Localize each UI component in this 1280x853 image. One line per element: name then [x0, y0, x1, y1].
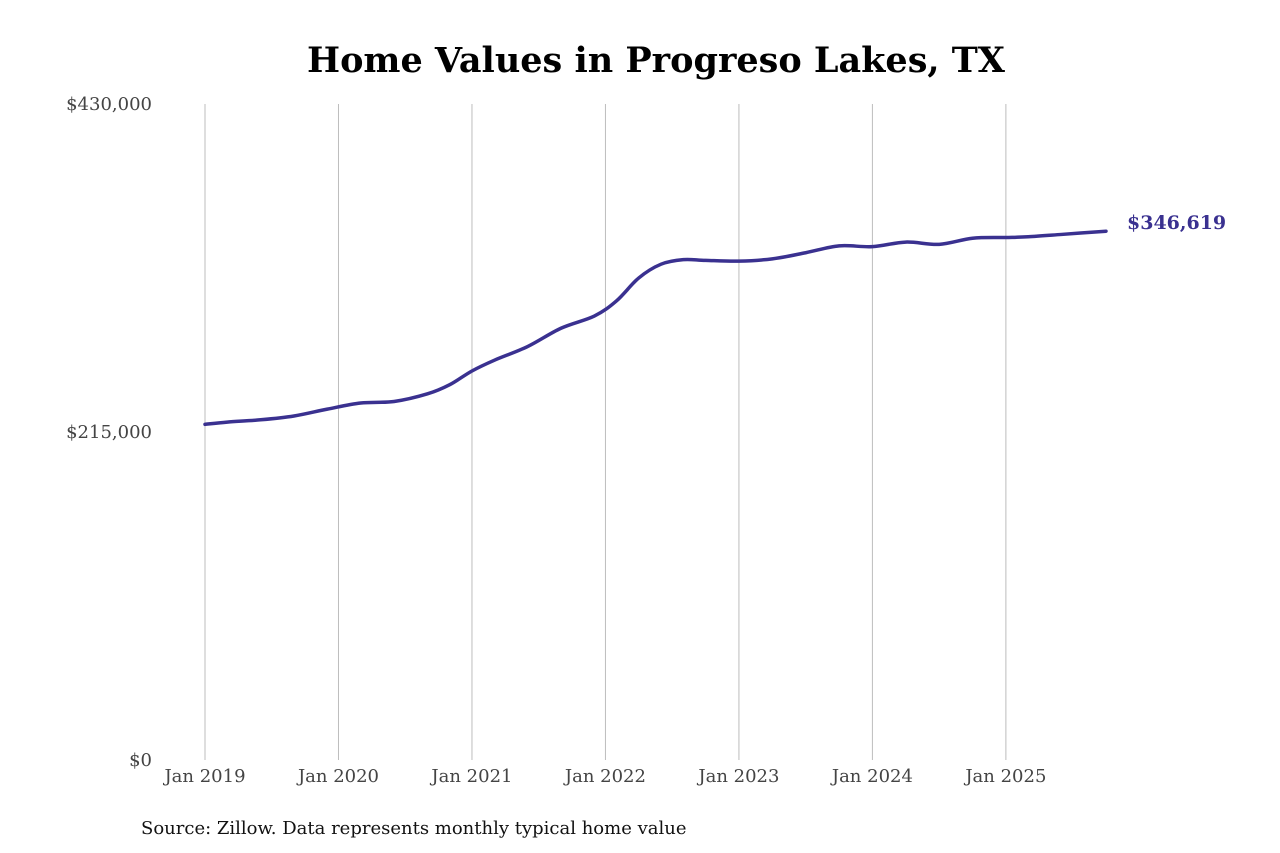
series-line: [203, 229, 1108, 427]
x-axis: Jan 2019 Jan 2020 Jan 2021 Jan 2022 Jan 2023…: [162, 766, 1046, 787]
x-tick-label: Jan 2025: [963, 766, 1046, 787]
y-axis: $0 $215,000 $430,000: [66, 94, 152, 771]
chart-title: Home Values in Progreso Lakes, TX: [307, 40, 1006, 81]
y-tick-label: $430,000: [66, 94, 152, 115]
x-tick-label: Jan 2021: [429, 766, 512, 787]
x-tick-label: Jan 2022: [563, 766, 646, 787]
y-tick-label: $0: [129, 750, 152, 771]
end-value-label: $346,619: [1127, 212, 1226, 234]
x-tick-label: Jan 2024: [830, 766, 913, 787]
series-group: [203, 229, 1108, 427]
y-tick-label: $215,000: [66, 422, 152, 443]
gridlines: [204, 104, 1007, 760]
x-tick-label: Jan 2020: [296, 766, 379, 787]
x-tick-label: Jan 2019: [162, 766, 245, 787]
x-tick-label: Jan 2023: [696, 766, 779, 787]
annotations: $346,619: [1127, 212, 1226, 234]
source-note: Source: Zillow. Data represents monthly …: [141, 818, 687, 839]
